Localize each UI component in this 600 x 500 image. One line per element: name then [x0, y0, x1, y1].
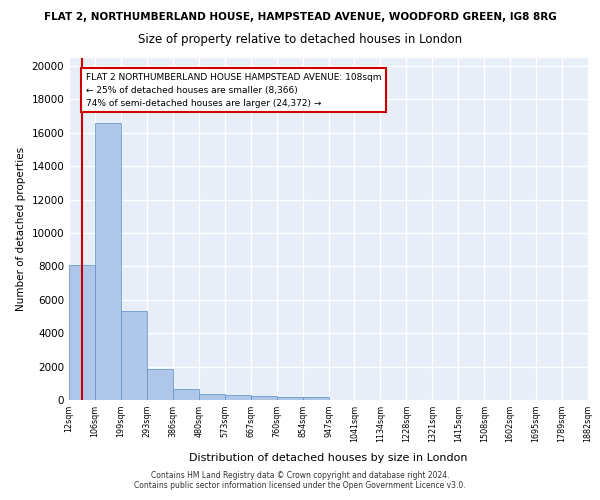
Bar — [251, 396, 277, 400]
Text: FLAT 2 NORTHUMBERLAND HOUSE HAMPSTEAD AVENUE: 108sqm
← 25% of detached houses ar: FLAT 2 NORTHUMBERLAND HOUSE HAMPSTEAD AV… — [86, 72, 382, 108]
Bar — [199, 394, 224, 400]
Bar — [95, 122, 121, 400]
Bar — [277, 396, 302, 400]
Bar — [69, 264, 95, 400]
Bar — [121, 312, 147, 400]
Text: Contains HM Land Registry data © Crown copyright and database right 2024.
Contai: Contains HM Land Registry data © Crown c… — [134, 470, 466, 490]
Bar — [173, 388, 199, 400]
Y-axis label: Number of detached properties: Number of detached properties — [16, 146, 26, 311]
Text: Size of property relative to detached houses in London: Size of property relative to detached ho… — [138, 32, 462, 46]
Bar — [302, 397, 329, 400]
Bar — [147, 369, 173, 400]
X-axis label: Distribution of detached houses by size in London: Distribution of detached houses by size … — [189, 454, 468, 464]
Text: FLAT 2, NORTHUMBERLAND HOUSE, HAMPSTEAD AVENUE, WOODFORD GREEN, IG8 8RG: FLAT 2, NORTHUMBERLAND HOUSE, HAMPSTEAD … — [44, 12, 556, 22]
Bar — [225, 396, 251, 400]
